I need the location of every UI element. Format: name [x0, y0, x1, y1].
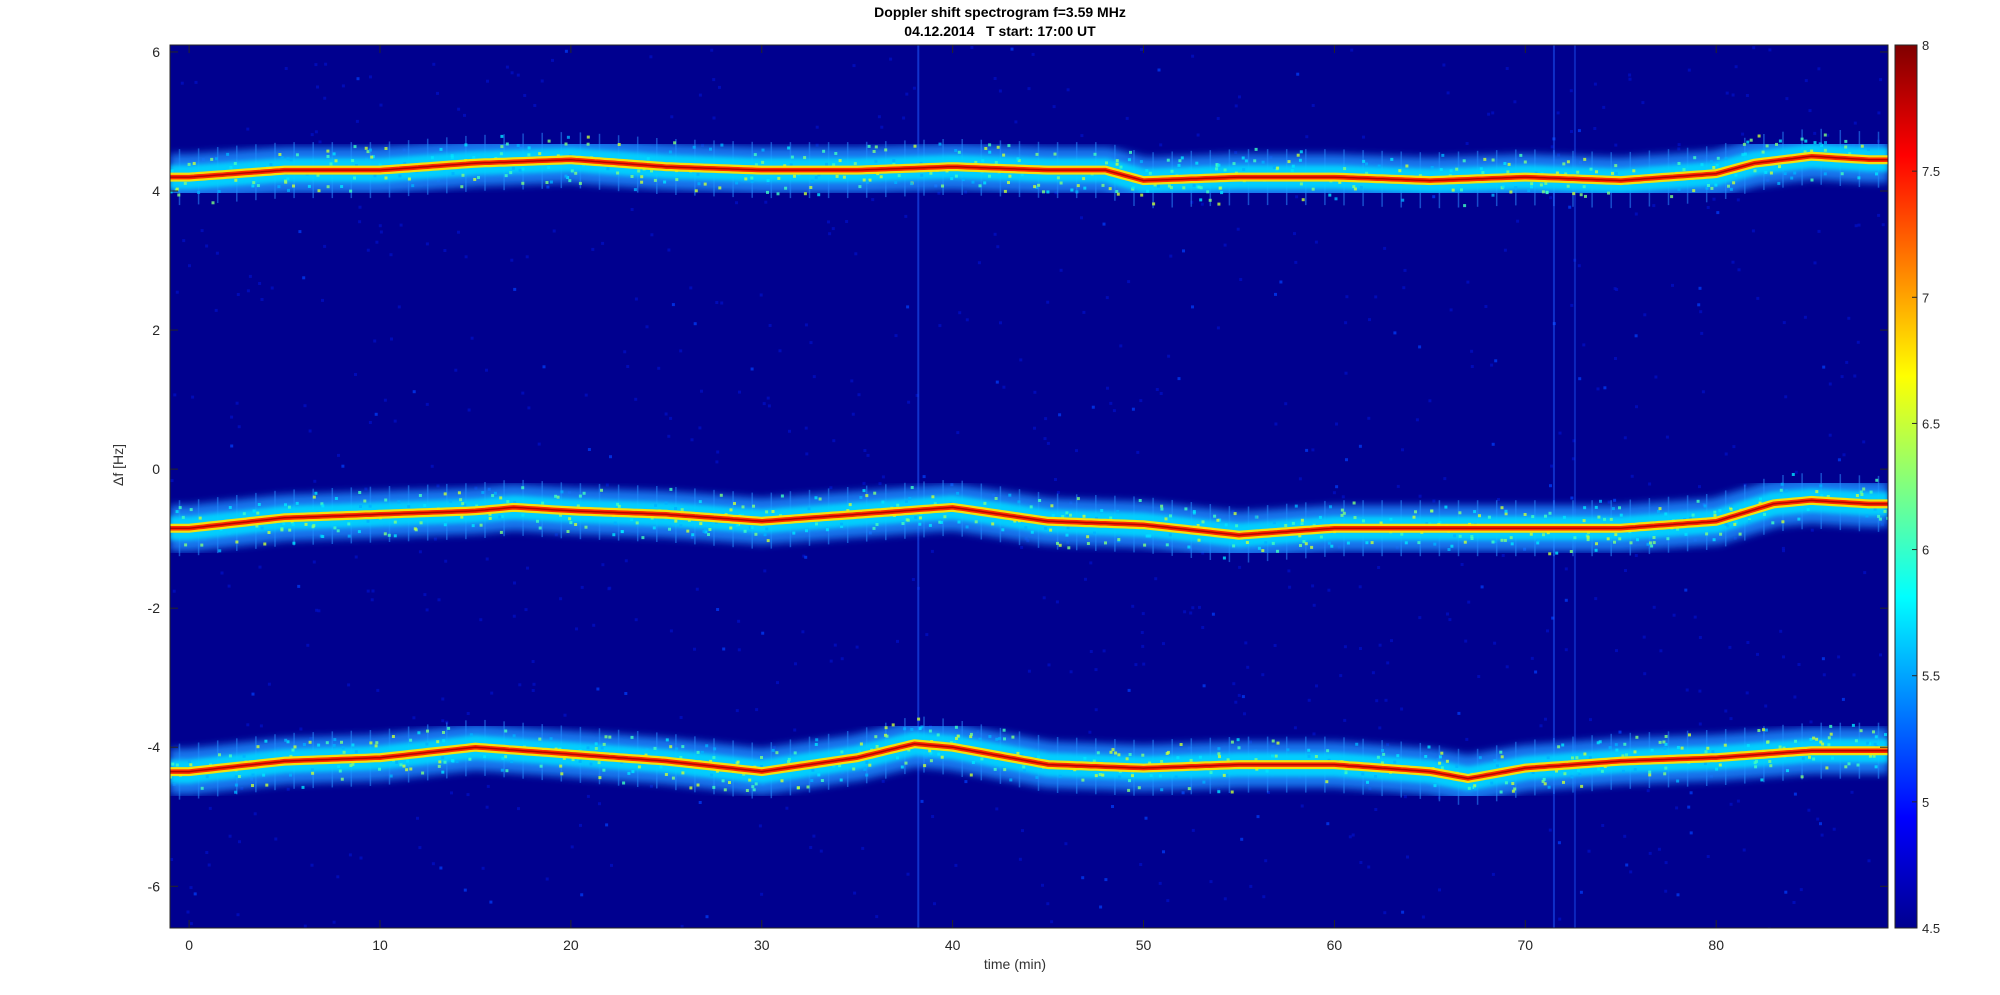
colorbar: 4.5 5 5.5 6 6.5 7 7.5 8: [1894, 38, 1940, 936]
colorbar-tick-label: 4.5: [1922, 921, 1940, 936]
colorbar-tick-label: 5: [1922, 795, 1929, 810]
x-axis: 0 10 20 30 40 50 60 70 80: [185, 45, 1724, 953]
x-axis-label: time (min): [983, 956, 1047, 972]
y-axis: -6 -4 -2 0 2 4 6: [148, 44, 1888, 894]
colorbar-tick-label: 8: [1922, 38, 1929, 53]
chart-subtitle: 04.12.2014 T start: 17:00 UT: [904, 23, 1096, 39]
y-tick-label: -6: [148, 878, 161, 894]
spectral-trace-3: [170, 717, 1888, 802]
colorbar-tick-label: 6.5: [1922, 416, 1940, 431]
spectral-trace-1: [170, 133, 1888, 208]
y-tick-label: 4: [152, 183, 160, 199]
x-tick-label: 20: [563, 937, 579, 953]
x-tick-label: 80: [1708, 937, 1724, 953]
colorbar-tick-label: 6: [1922, 543, 1929, 558]
x-tick-label: 30: [754, 937, 770, 953]
y-tick-label: -2: [148, 600, 161, 616]
y-tick-label: -4: [148, 739, 161, 755]
chart-title: Doppler shift spectrogram f=3.59 MHz: [874, 4, 1126, 20]
spectral-trace-2: [170, 473, 1888, 560]
x-tick-label: 60: [1327, 937, 1343, 953]
colorbar-tick-label: 7: [1922, 290, 1929, 305]
x-tick-label: 50: [1136, 937, 1152, 953]
y-tick-label: 0: [152, 461, 160, 477]
colorbar-tick-label: 7.5: [1922, 164, 1940, 179]
x-tick-label: 10: [372, 937, 388, 953]
y-tick-label: 6: [152, 44, 160, 60]
x-tick-label: 40: [945, 937, 961, 953]
y-axis-label: Δf [Hz]: [110, 443, 126, 486]
colorbar-tick-label: 5.5: [1922, 669, 1940, 684]
x-tick-label: 0: [185, 937, 193, 953]
y-tick-label: 2: [152, 322, 160, 338]
x-tick-label: 70: [1518, 937, 1534, 953]
